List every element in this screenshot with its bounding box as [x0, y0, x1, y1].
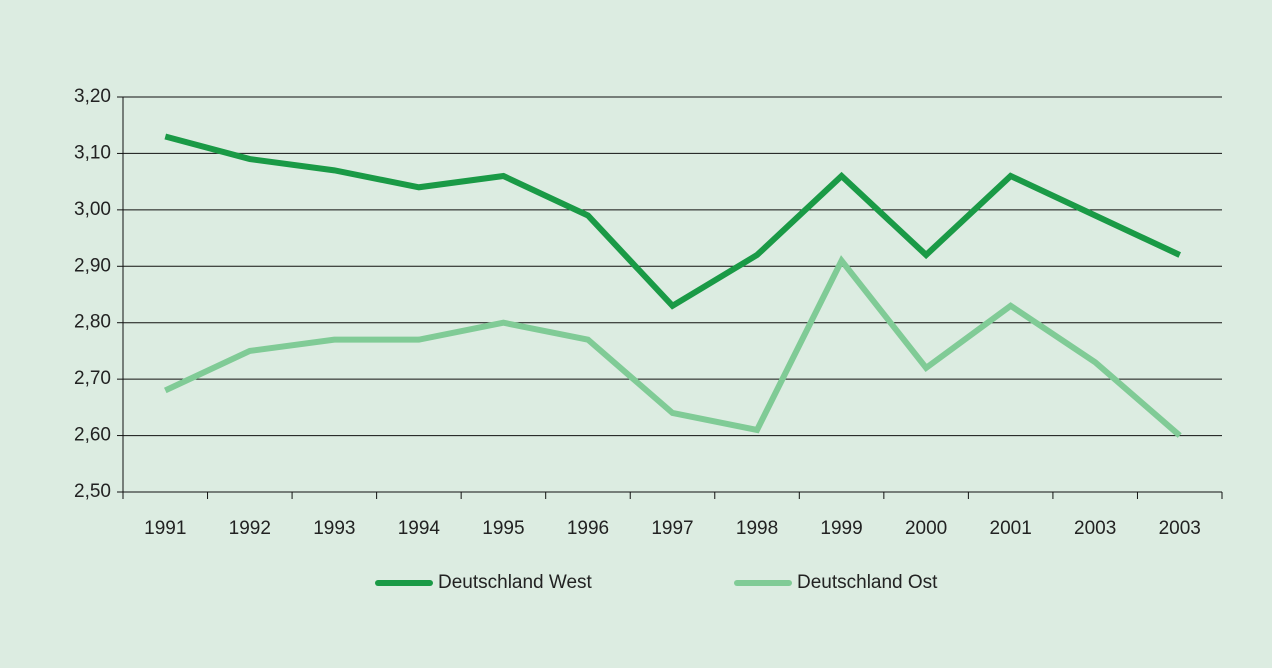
line-series — [164, 133, 1181, 310]
x-tick-label: 1999 — [820, 518, 862, 539]
y-tick-label: 2,90 — [74, 255, 111, 276]
y-tick-label: 2,50 — [74, 481, 111, 502]
legend-label: Deutschland West — [438, 572, 593, 593]
x-tick-label: 2001 — [990, 518, 1032, 539]
y-tick-label: 2,70 — [74, 368, 111, 389]
x-tick-label: 1996 — [567, 518, 609, 539]
y-tick-label: 2,80 — [74, 312, 111, 333]
x-tick-label: 1997 — [651, 518, 693, 539]
y-tick-label: 2,60 — [74, 425, 111, 446]
x-tick-label: 2003 — [1159, 518, 1201, 539]
y-tick-label: 3,00 — [74, 199, 111, 220]
x-tick-label: 1991 — [144, 518, 186, 539]
y-tick-label: 3,20 — [74, 86, 111, 107]
x-tick-label: 1993 — [313, 518, 355, 539]
legend-label: Deutschland Ost — [797, 572, 938, 593]
x-tick-label: 1998 — [736, 518, 778, 539]
x-tick-label: 1992 — [229, 518, 271, 539]
x-tick-label: 2000 — [905, 518, 947, 539]
line-series — [163, 255, 1182, 438]
x-tick-label: 1994 — [398, 518, 441, 539]
x-tick-label: 2003 — [1074, 518, 1116, 539]
x-tick-label: 1995 — [482, 518, 524, 539]
y-tick-label: 3,10 — [74, 142, 111, 163]
